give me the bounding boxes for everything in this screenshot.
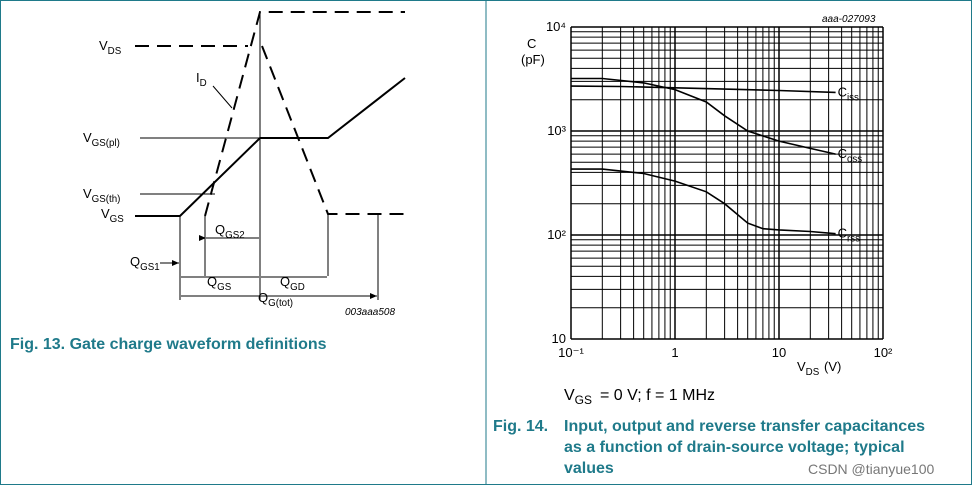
caption: Input, output and reverse transfer capac… [564,418,925,435]
gate-charge-diagram: VDS ID VGS(pl) VGS(th) VGS QGS2 QGS1 QGS… [83,11,406,318]
label: QG(tot) [258,290,293,309]
conditions: = 0 V; f = 1 MHz [600,387,715,404]
x-tick-label: 1 [671,345,678,360]
y-label: (pF) [521,52,545,67]
series-label: Crss [838,226,861,245]
x-tick-label: 10² [874,345,893,360]
series-line [571,168,836,235]
caption: Fig. 14. [493,418,548,435]
label: VDS [99,38,122,57]
y-tick-label: 10 [552,331,566,346]
caption: values [564,460,614,477]
series-line [570,85,836,94]
label: VGS(pl) [83,130,120,149]
y-tick-label: 10³ [547,123,566,138]
label: QGS1 [130,254,160,273]
label: VGS(th) [83,186,120,205]
conditions: VGS [564,387,592,407]
y-tick-label: 10⁴ [546,19,566,34]
y-tick-label: 10² [547,227,566,242]
y-label: C [527,36,536,51]
watermark: CSDN @tianyue100 [808,461,934,477]
caption: as a function of drain-source voltage; t… [564,439,905,456]
code: aaa-027093 [822,14,876,25]
label: ID [196,70,207,89]
x-label: VDS [797,359,820,378]
code: 003aaa508 [345,307,395,318]
series-label: Ciss [838,84,859,103]
x-label: (V) [824,359,841,374]
x-tick-label: 10⁻¹ [558,345,584,360]
caption: Fig. 13. Gate charge waveform definition… [10,336,327,353]
label: VGS [101,206,124,225]
series-line [571,77,836,155]
x-tick-label: 10 [772,345,786,360]
